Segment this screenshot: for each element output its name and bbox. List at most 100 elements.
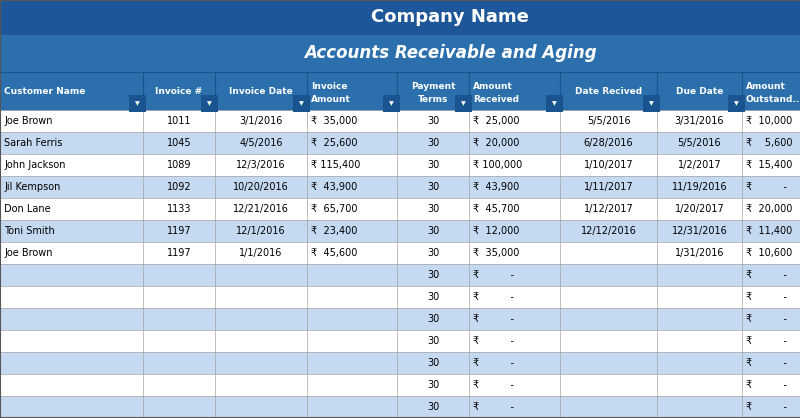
Bar (657, 154, 742, 176)
Bar (560, 132, 657, 154)
Bar (0, 176, 143, 198)
Text: 30: 30 (427, 402, 439, 412)
Bar (397, 308, 469, 330)
Text: 1045: 1045 (166, 138, 191, 148)
Text: 30: 30 (427, 336, 439, 346)
Text: 30: 30 (427, 226, 439, 236)
Bar (215, 110, 307, 132)
Bar (560, 286, 657, 308)
Text: 1197: 1197 (166, 248, 191, 258)
Text: ₹  11,400: ₹ 11,400 (746, 226, 792, 236)
Bar (307, 132, 397, 154)
Bar (143, 110, 215, 132)
Text: 30: 30 (427, 204, 439, 214)
Bar (0, 396, 143, 418)
Text: Terms: Terms (418, 95, 448, 104)
Text: ₹  25,000: ₹ 25,000 (473, 116, 519, 126)
Text: ₹  20,000: ₹ 20,000 (746, 204, 792, 214)
Bar (657, 330, 742, 352)
Bar (143, 396, 215, 418)
Bar (657, 352, 742, 374)
Bar (742, 264, 800, 286)
Text: 30: 30 (427, 248, 439, 258)
Text: Due Date: Due Date (676, 87, 723, 95)
Bar (215, 132, 307, 154)
Bar (0, 110, 143, 132)
Bar (742, 330, 800, 352)
Text: ▼: ▼ (462, 101, 466, 106)
Bar (560, 220, 657, 242)
Bar (469, 198, 560, 220)
Bar (657, 242, 742, 264)
Text: ₹  43,900: ₹ 43,900 (473, 182, 519, 192)
Bar (215, 154, 307, 176)
Bar (397, 374, 469, 396)
Text: Invoice: Invoice (311, 82, 347, 91)
Bar (143, 242, 215, 264)
Text: Toni Smith: Toni Smith (4, 226, 54, 236)
Text: ₹          -: ₹ - (473, 380, 514, 390)
Text: ₹    5,600: ₹ 5,600 (746, 138, 793, 148)
Bar (0, 330, 143, 352)
Text: Received: Received (473, 95, 519, 104)
Bar (469, 220, 560, 242)
Bar (215, 264, 307, 286)
Text: Date Recived: Date Recived (575, 87, 642, 95)
Bar (469, 154, 560, 176)
Text: ₹  65,700: ₹ 65,700 (311, 204, 358, 214)
Bar (469, 110, 560, 132)
Bar (0, 242, 143, 264)
Bar (657, 72, 742, 110)
Bar (742, 374, 800, 396)
Text: ▼: ▼ (390, 101, 394, 106)
Text: ₹  10,600: ₹ 10,600 (746, 248, 792, 258)
Text: 3/31/2016: 3/31/2016 (674, 116, 724, 126)
Text: 1133: 1133 (166, 204, 191, 214)
Bar (215, 352, 307, 374)
Text: ₹          -: ₹ - (473, 314, 514, 324)
Text: 1/31/2016: 1/31/2016 (674, 248, 724, 258)
Bar (657, 308, 742, 330)
Text: 12/12/2016: 12/12/2016 (581, 226, 637, 236)
Bar (469, 264, 560, 286)
Text: 30: 30 (427, 270, 439, 280)
Bar (657, 286, 742, 308)
Bar (143, 374, 215, 396)
Bar (0, 264, 143, 286)
Bar (397, 286, 469, 308)
Bar (397, 242, 469, 264)
Text: ₹ 100,000: ₹ 100,000 (473, 160, 522, 170)
Text: Company Name: Company Name (371, 8, 529, 26)
Text: Amount: Amount (311, 95, 351, 104)
Text: 1/10/2017: 1/10/2017 (584, 160, 634, 170)
Bar (307, 330, 397, 352)
Bar (560, 352, 657, 374)
Bar (560, 330, 657, 352)
Bar (742, 396, 800, 418)
Bar (0, 220, 143, 242)
Bar (143, 176, 215, 198)
Text: ₹  23,400: ₹ 23,400 (311, 226, 358, 236)
Text: 30: 30 (427, 358, 439, 368)
Bar (397, 72, 469, 110)
Bar (560, 176, 657, 198)
Text: ₹  12,000: ₹ 12,000 (473, 226, 519, 236)
Bar (307, 396, 397, 418)
Bar (657, 220, 742, 242)
Bar (143, 264, 215, 286)
Text: ₹          -: ₹ - (473, 292, 514, 302)
Bar (469, 286, 560, 308)
Bar (560, 374, 657, 396)
Bar (469, 374, 560, 396)
Text: 1/20/2017: 1/20/2017 (674, 204, 724, 214)
Text: ₹  45,700: ₹ 45,700 (473, 204, 519, 214)
Text: ₹  25,600: ₹ 25,600 (311, 138, 358, 148)
Bar (560, 242, 657, 264)
Bar (0, 308, 143, 330)
Text: Customer Name: Customer Name (4, 87, 86, 95)
Bar (469, 132, 560, 154)
Text: 5/5/2016: 5/5/2016 (586, 116, 630, 126)
Bar (657, 132, 742, 154)
Text: Payment: Payment (410, 82, 455, 91)
Bar (0, 132, 143, 154)
